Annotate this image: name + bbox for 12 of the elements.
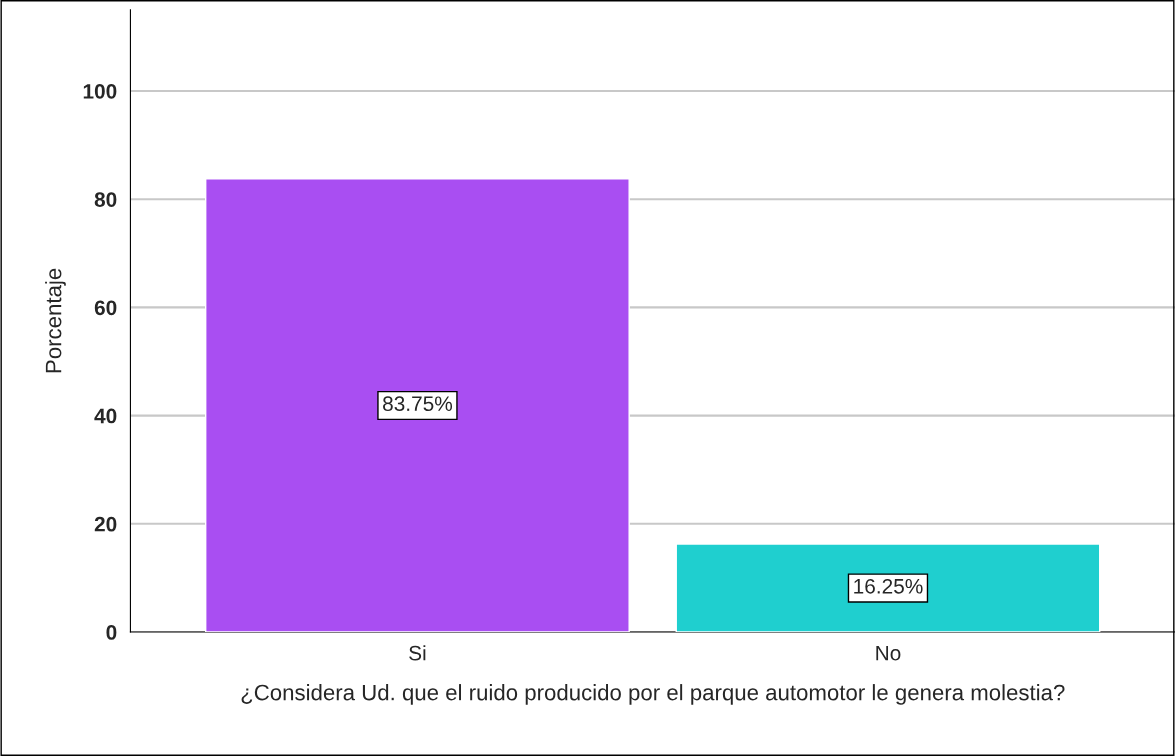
y-axis-title: Porcentaje	[45, 268, 66, 373]
y-tick-label: 0	[106, 625, 117, 640]
x-axis-title: ¿Considera Ud. que el ruido producido por el parque automotor le genera molestia?	[241, 684, 1065, 705]
y-tick-label: 40	[94, 408, 117, 424]
y-tick-label: 60	[94, 300, 117, 316]
data-label: 16.25%	[854, 578, 923, 594]
x-tick-label: No	[876, 645, 901, 661]
data-label: 83.75%	[383, 396, 453, 412]
y-tick-label: 20	[94, 516, 117, 532]
y-tick-label: 100	[83, 83, 117, 99]
y-tick-label: 80	[94, 192, 117, 207]
x-tick-label: Si	[409, 645, 426, 661]
